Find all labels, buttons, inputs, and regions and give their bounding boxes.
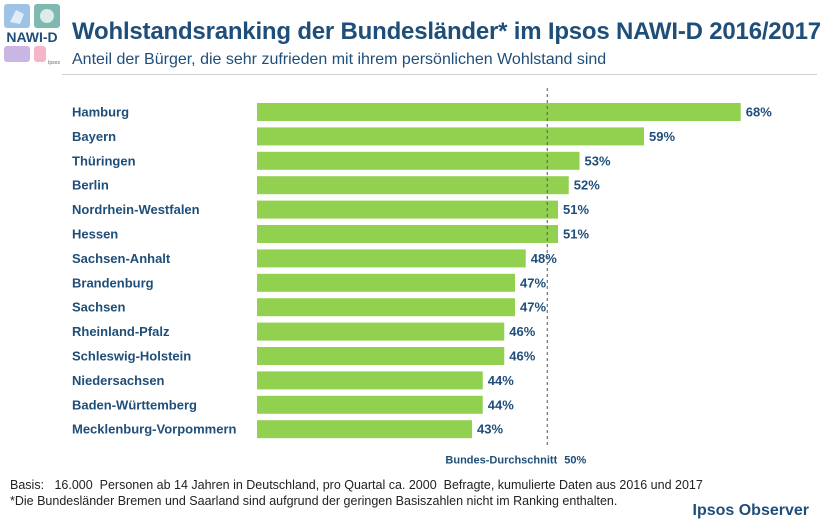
category-label: Hessen (72, 227, 118, 242)
value-label: 44% (488, 373, 514, 388)
value-label: 47% (520, 275, 546, 290)
bar-4 (257, 176, 569, 195)
logo-tile-lilac (4, 46, 30, 62)
average-reference-label: Bundes-Durchschnitt (445, 455, 557, 467)
category-label: Rheinland-Pfalz (72, 324, 170, 339)
logo-tile-teal-mark (40, 9, 54, 23)
bar-11 (257, 347, 505, 365)
value-label: 51% (563, 202, 589, 217)
value-label: 46% (509, 349, 535, 364)
value-label: 46% (509, 324, 535, 339)
logo-tile-pink (34, 46, 46, 62)
bar-8 (257, 273, 515, 292)
value-label: 44% (488, 397, 514, 412)
category-label: Baden-Württemberg (72, 397, 197, 412)
value-label: 68% (746, 105, 772, 120)
bar-1 (257, 103, 741, 121)
bar-7 (257, 249, 526, 268)
value-label: 59% (649, 129, 675, 144)
value-label: 43% (477, 422, 503, 437)
bar-5 (257, 200, 558, 219)
logo-subtext: Ipsos (48, 60, 60, 66)
average-reference-value: 50% (564, 455, 586, 467)
bar-6 (257, 225, 558, 243)
bar-3 (257, 151, 580, 170)
bar-13 (257, 395, 483, 414)
chart-subtitle: Anteil der Bürger, die sehr zufrieden mi… (72, 51, 607, 68)
bar-10 (257, 322, 505, 341)
category-label: Hamburg (72, 105, 129, 120)
value-label: 51% (563, 227, 589, 242)
footnote-exclusion: *Die Bundesländer Bremen und Saarland si… (10, 494, 618, 508)
nawi-d-logo: NAWI-D Ipsos (4, 4, 60, 66)
category-label: Thüringen (72, 153, 136, 168)
category-label: Mecklenburg-Vorpommern (72, 422, 237, 437)
value-label: 53% (585, 153, 611, 168)
category-label: Bayern (72, 129, 116, 144)
category-label: Brandenburg (72, 275, 154, 290)
value-label: 52% (574, 178, 600, 193)
footnote-basis: Basis: 16.000 Personen ab 14 Jahren in D… (10, 478, 703, 492)
category-label: Berlin (72, 178, 109, 193)
category-label: Sachsen-Anhalt (72, 251, 171, 266)
category-label: Niedersachsen (72, 373, 165, 388)
value-label: 48% (531, 251, 557, 266)
header-divider (62, 74, 817, 75)
logo-tile-blue-mark (10, 10, 24, 24)
value-label: 47% (520, 300, 546, 315)
chart-title: Wohlstandsranking der Bundesländer* im I… (72, 18, 821, 45)
category-label: Nordrhein-Westfalen (72, 202, 200, 217)
bar-12 (257, 371, 483, 390)
bar-9 (257, 298, 515, 317)
logo-text: NAWI-D (6, 29, 57, 45)
category-label: Sachsen (72, 300, 126, 315)
brand-label: Ipsos Observer (692, 502, 810, 519)
bar-14 (257, 420, 472, 439)
bar-2 (257, 127, 644, 146)
category-label: Schleswig-Holstein (72, 349, 191, 364)
